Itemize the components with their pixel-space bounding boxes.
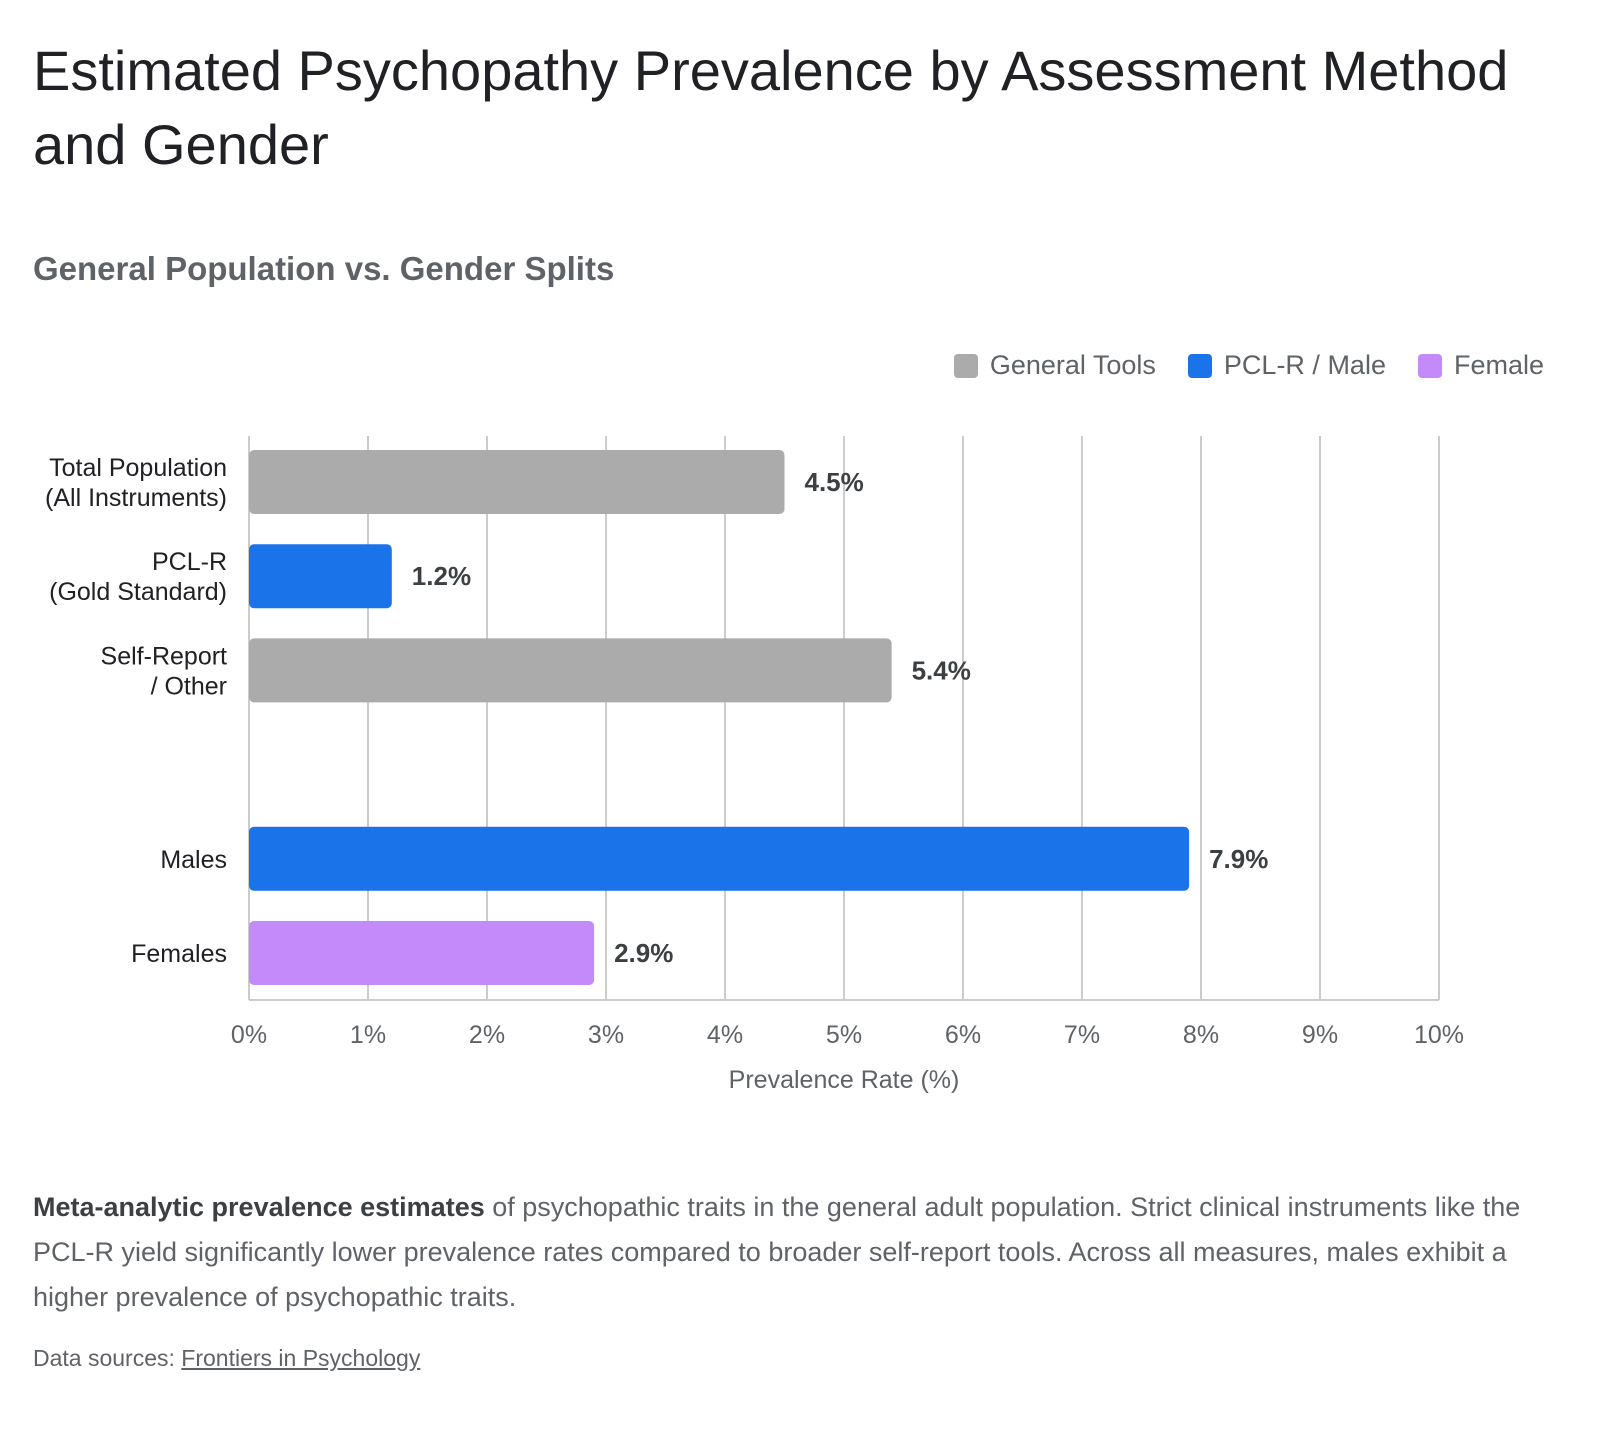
category-label-line: (Gold Standard) [49, 578, 227, 606]
bar [249, 921, 595, 985]
legend-label-pclr-male: PCL-R / Male [1223, 350, 1386, 380]
category-label-line: Self-Report [101, 642, 227, 670]
chart-title: Estimated Psychopathy Prevalence by Asse… [33, 39, 1509, 176]
category-label-line: / Other [151, 672, 227, 700]
x-tick-label: 4% [707, 1021, 743, 1049]
caption-bold: Meta-analytic prevalence estimates [33, 1192, 485, 1222]
x-tick-label: 9% [1302, 1021, 1338, 1049]
category-label-line: (All Instruments) [45, 484, 227, 512]
legend-item-female: Female [1417, 350, 1544, 381]
x-axis-title: Prevalence Rate (%) [729, 1066, 960, 1094]
legend-label-female: Female [1453, 350, 1544, 380]
chart-subtitle: General Population vs. Gender Splits [33, 250, 615, 287]
x-tick-label: 0% [231, 1021, 267, 1049]
sources-prefix: Data sources: [33, 1345, 182, 1371]
bar [249, 450, 785, 514]
bar [249, 826, 1190, 891]
category-label: Males [160, 846, 227, 874]
x-tick-label: 7% [1064, 1021, 1100, 1049]
category-label-line: Females [131, 940, 227, 968]
category-label-line: Total Population [49, 454, 227, 482]
chart-caption: Meta-analytic prevalence estimates of ps… [33, 1185, 1543, 1320]
x-tick-label: 2% [469, 1021, 505, 1049]
bar-value-label: 4.5% [805, 467, 864, 497]
x-tick-label: 3% [588, 1021, 624, 1049]
bar [249, 544, 392, 609]
x-tick-label: 8% [1183, 1021, 1219, 1049]
bar-chart: 0% 1% 2% 3% 4% 5% 6% 7% 8% 9% 10% Prevalence Rate (… [45, 436, 1464, 1094]
x-tick-label: 5% [826, 1021, 862, 1049]
category-label: PCL-R (Gold Standard) [49, 548, 227, 606]
legend-swatch-female [1417, 353, 1442, 378]
chart-legend: General Tools PCL-R / Male Female [953, 350, 1544, 381]
legend-item-general-tools: General Tools [953, 350, 1156, 381]
legend-item-pclr-male: PCL-R / Male [1187, 350, 1386, 381]
category-label-line: Males [160, 846, 227, 874]
category-label-line: PCL-R [152, 548, 227, 576]
x-tick-label: 6% [945, 1021, 981, 1049]
legend-label-general-tools: General Tools [989, 350, 1156, 380]
data-sources: Data sources: Frontiers in Psychology [33, 1343, 420, 1373]
bar [249, 638, 892, 703]
category-label: Females [131, 940, 227, 968]
x-tick-label: 1% [350, 1021, 386, 1049]
sources-link[interactable]: Frontiers in Psychology [181, 1345, 421, 1371]
x-tick-label: 10% [1414, 1021, 1464, 1049]
legend-swatch-pclr-male [1187, 353, 1212, 378]
legend-swatch-general-tools [953, 353, 978, 378]
bar-value-label: 1.2% [412, 561, 471, 591]
bar-value-label: 7.9% [1209, 844, 1268, 874]
category-label: Total Population (All Instruments) [45, 454, 227, 512]
caption-text: of psychopathic traits in the general ad… [33, 1192, 1521, 1312]
bar-value-label: 2.9% [614, 938, 673, 968]
bar-value-label: 5.4% [912, 655, 971, 685]
category-label: Self-Report / Other [101, 642, 227, 700]
